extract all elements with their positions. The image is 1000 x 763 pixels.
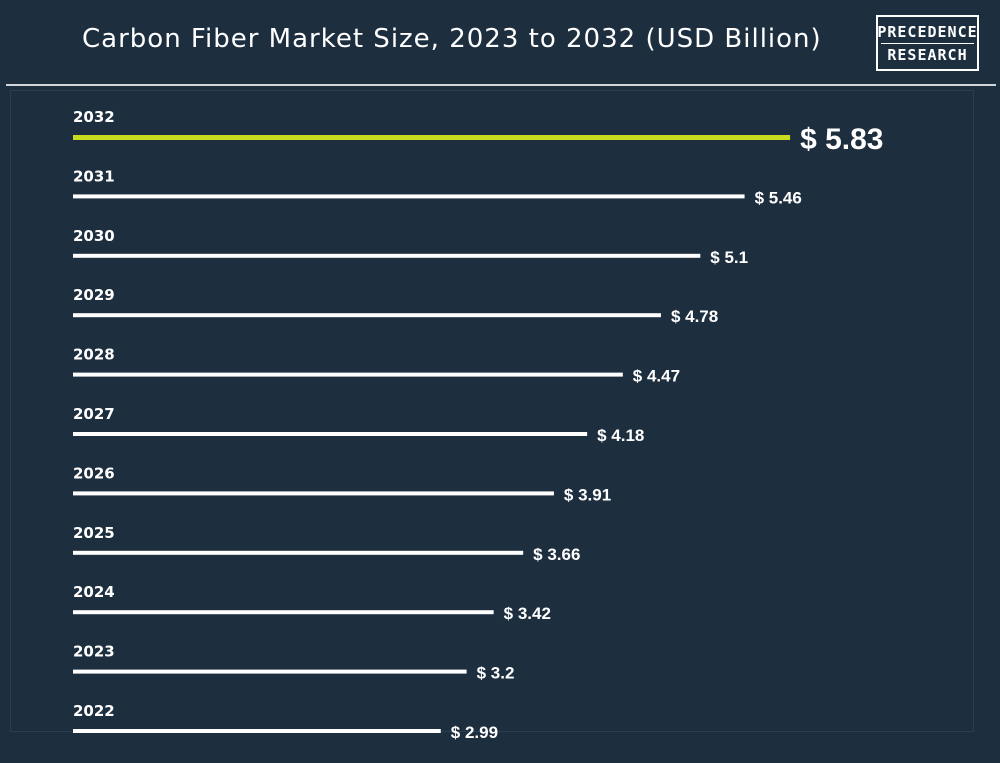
value-label-2027: $ 4.18	[597, 426, 644, 445]
value-label-2026: $ 3.91	[564, 485, 611, 504]
year-label-2025: 2025	[73, 524, 115, 542]
value-label-2025: $ 3.66	[533, 545, 580, 564]
year-label-2029: 2029	[73, 286, 115, 304]
bar-2023	[73, 669, 467, 674]
bar-2022	[73, 729, 441, 733]
logo-line-2: RESEARCH	[887, 45, 968, 64]
year-label-2032: 2032	[73, 108, 115, 126]
value-label-2022: $ 2.99	[451, 723, 498, 742]
precedence-research-logo: PRECEDENCE RESEARCH	[876, 15, 979, 71]
value-label-2029: $ 4.78	[671, 307, 718, 326]
logo-line-1: PRECEDENCE	[877, 22, 978, 41]
bar-2029	[73, 313, 661, 318]
year-label-2024: 2024	[73, 583, 115, 601]
year-label-2028: 2028	[73, 346, 115, 364]
year-label-2031: 2031	[73, 167, 115, 185]
value-label-2028: $ 4.47	[633, 367, 680, 386]
value-label-2023: $ 3.2	[477, 664, 515, 683]
bar-2026	[73, 491, 554, 496]
bar-2028	[73, 372, 623, 377]
chart-frame	[10, 90, 974, 732]
value-label-2030: $ 5.1	[710, 248, 748, 267]
year-label-2023: 2023	[73, 643, 115, 661]
logo-divider	[881, 42, 974, 44]
bar-2027	[73, 432, 588, 436]
year-label-2026: 2026	[73, 464, 115, 482]
value-label-2032: $ 5.83	[800, 123, 883, 156]
value-label-2031: $ 5.46	[755, 188, 802, 207]
bar-2032	[73, 135, 791, 140]
chart-title: Carbon Fiber Market Size, 2023 to 2032 (…	[82, 24, 822, 54]
header-divider	[6, 84, 996, 86]
value-label-2024: $ 3.42	[504, 604, 551, 623]
bar-2025	[73, 550, 524, 555]
year-label-2022: 2022	[73, 702, 115, 720]
year-label-2027: 2027	[73, 405, 115, 423]
bar-2031	[73, 194, 745, 199]
bar-2024	[73, 610, 494, 615]
bar-2030	[73, 253, 701, 258]
year-label-2030: 2030	[73, 227, 115, 245]
